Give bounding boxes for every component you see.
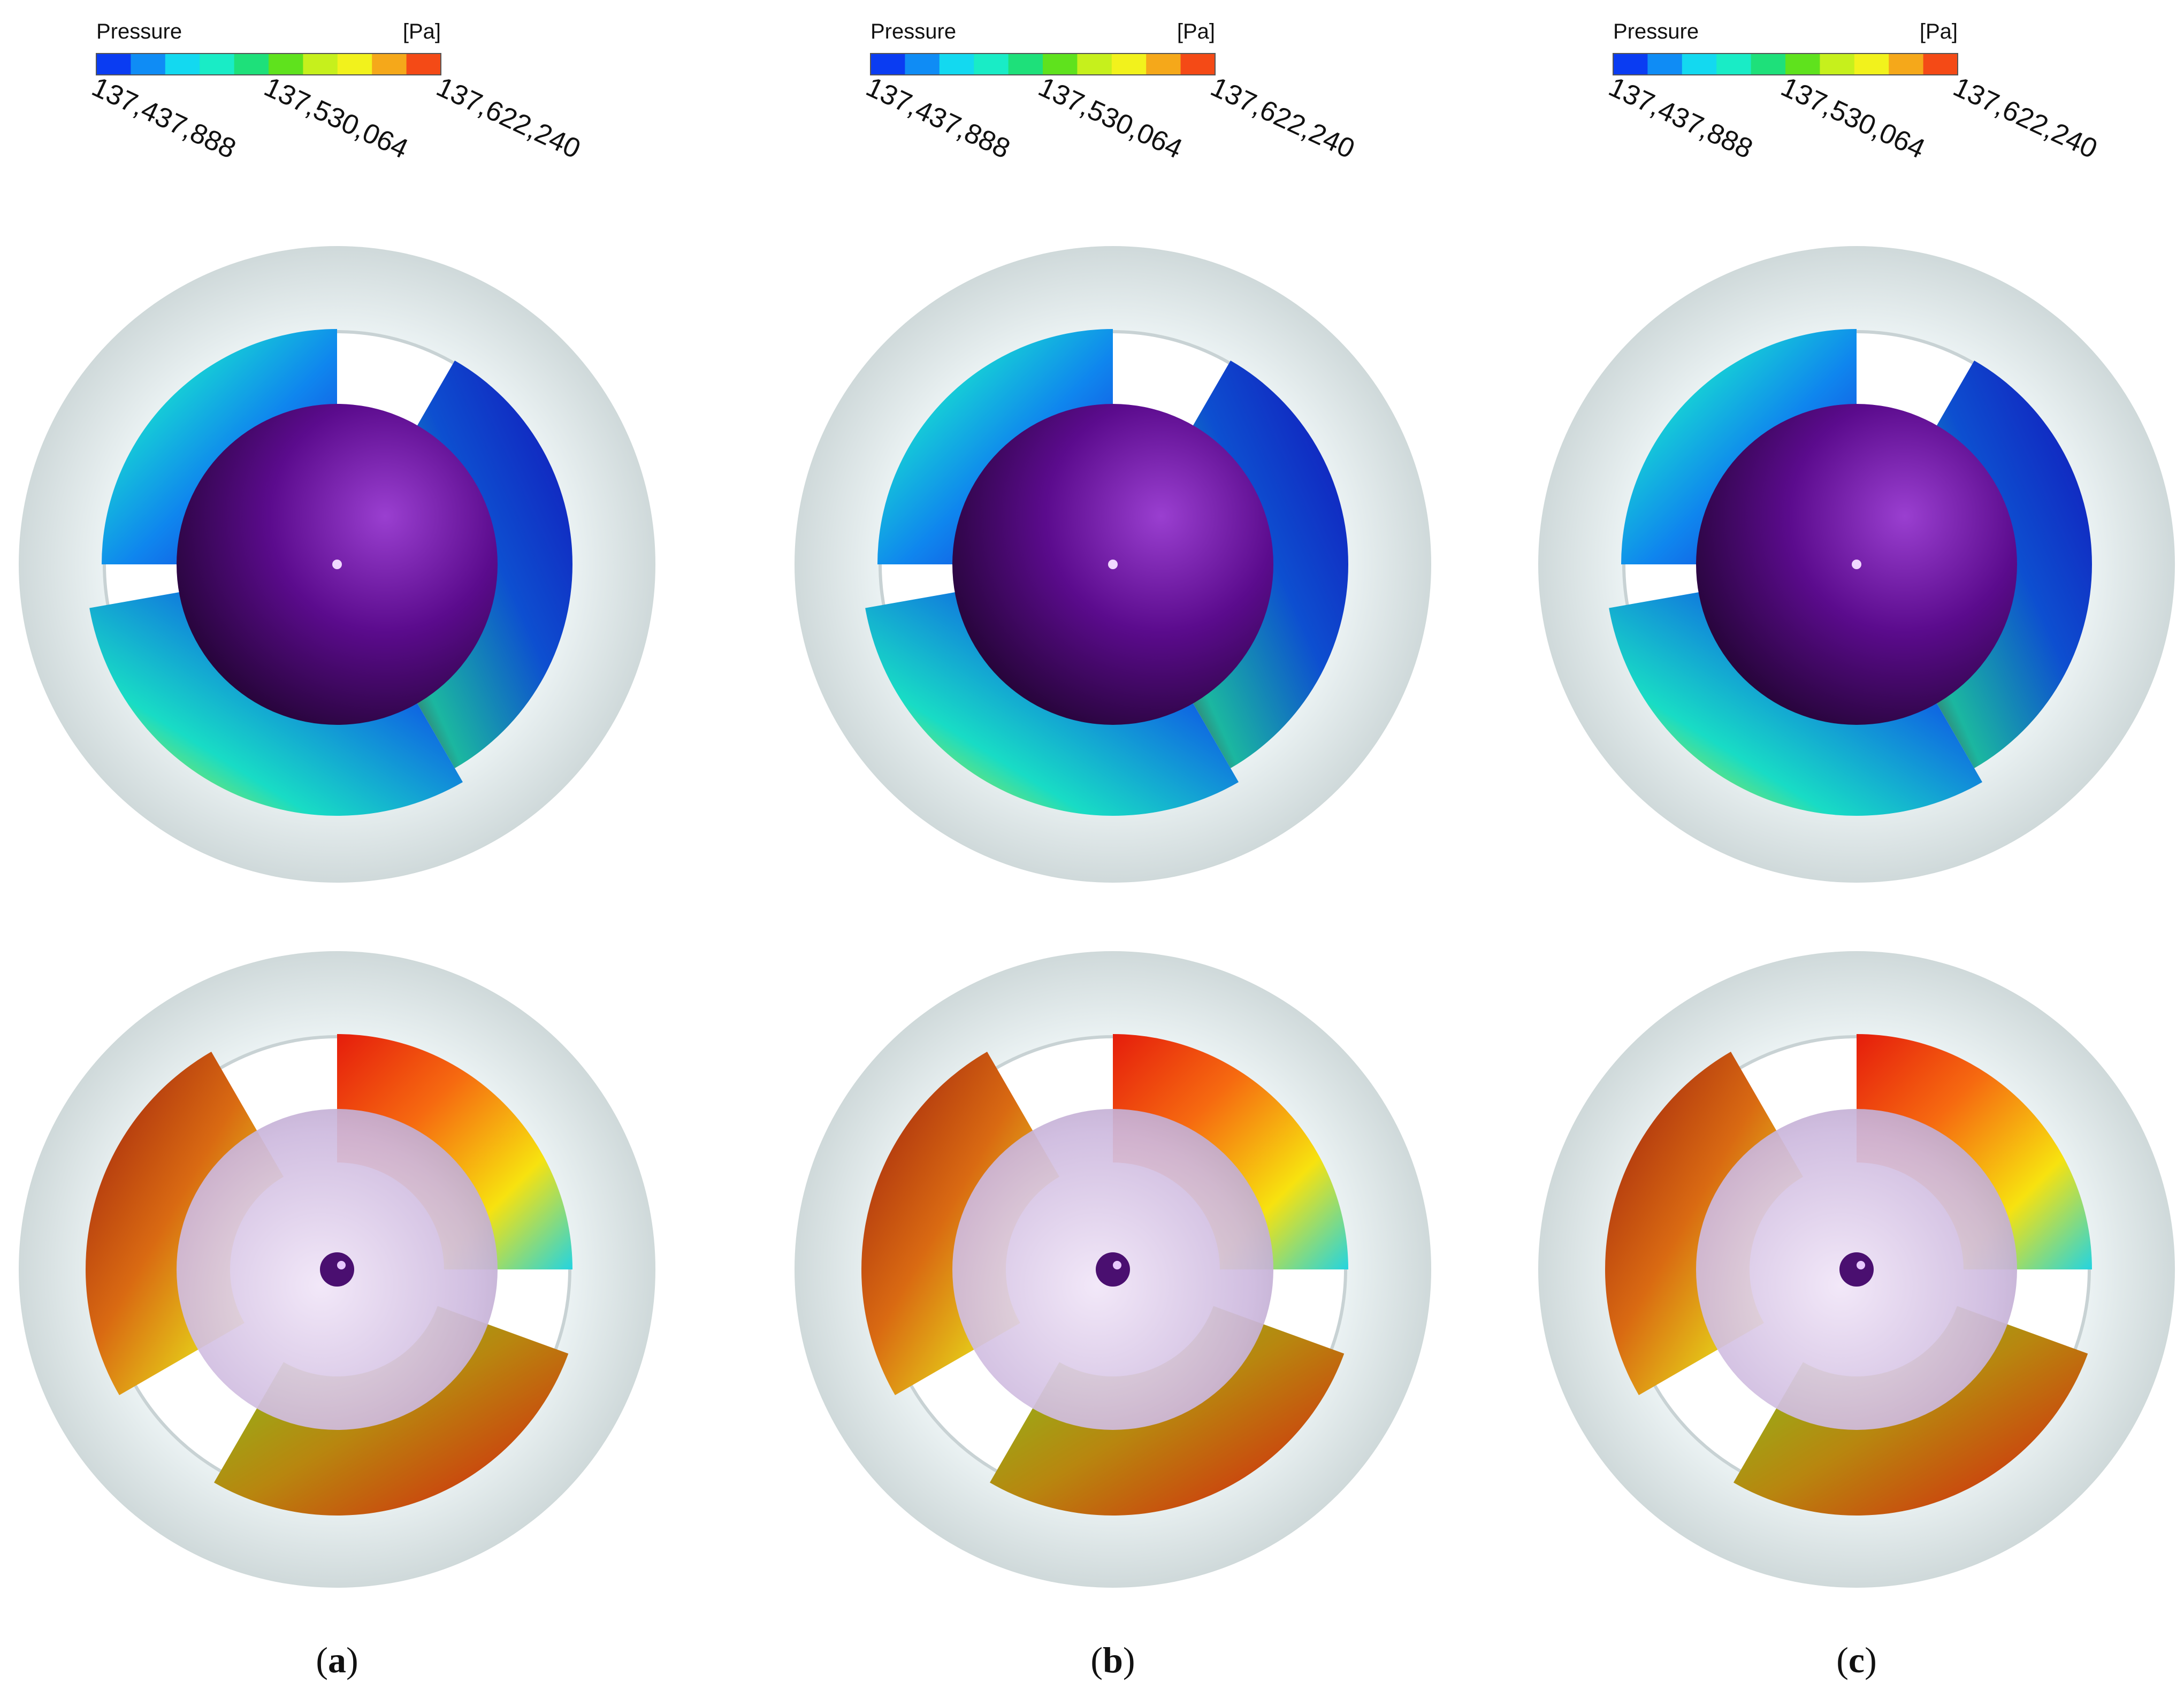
panel-label: (a) <box>316 1640 358 1680</box>
rotor-view-top <box>795 246 1431 883</box>
blade-pressure-contour <box>1113 1034 1348 1269</box>
rotor-view-bottom <box>19 951 655 1588</box>
legend-color-swatch <box>1647 53 1683 75</box>
hub-nose-highlight <box>337 1261 346 1269</box>
legend-tick-label: 137,622,240 <box>432 71 585 165</box>
legend-color-swatch <box>1785 53 1820 75</box>
legend-color-swatch <box>1146 53 1181 75</box>
legend-unit: [Pa] <box>403 20 441 43</box>
legend-color-swatch <box>200 53 235 75</box>
legend-color-swatch <box>1613 53 1648 75</box>
pressure-legend: Pressure [Pa] 137,437,888 137,530,064 137,62… <box>861 20 1360 165</box>
legend-color-swatch <box>1820 53 1855 75</box>
legend-unit: [Pa] <box>1177 20 1215 43</box>
legend-color-swatch <box>131 53 166 75</box>
legend-color-swatch <box>974 53 1009 75</box>
legend-color-swatch <box>870 53 905 75</box>
legend-frame <box>1613 53 1958 75</box>
rotor-view-bottom <box>1538 951 2175 1588</box>
legend-title: Pressure <box>870 20 956 43</box>
legend-title: Pressure <box>96 20 182 43</box>
rotor-view-top <box>1538 246 2175 883</box>
hub-tip <box>1852 560 1861 569</box>
legend-color-swatch <box>406 53 441 75</box>
legend-tick-label: 137,437,888 <box>1604 71 1758 165</box>
legend-tick-label: 137,622,240 <box>1949 71 2102 165</box>
hub-nose-highlight <box>1113 1261 1121 1269</box>
panel-label: (b) <box>1090 1640 1135 1680</box>
legend-color-swatch <box>905 53 940 75</box>
hub-nose <box>1839 1252 1874 1287</box>
legend-title: Pressure <box>1613 20 1699 43</box>
hub-nose-highlight <box>1857 1261 1865 1269</box>
legend-color-swatch <box>1180 53 1216 75</box>
blade-pressure-contour <box>1621 329 1857 564</box>
legend-color-swatch <box>303 53 338 75</box>
legend-color-swatch <box>1008 53 1043 75</box>
legend-color-swatch <box>1751 53 1786 75</box>
legend-color-swatch <box>337 53 372 75</box>
blade-pressure-contour <box>1857 1034 2092 1269</box>
legend-frame <box>870 53 1216 75</box>
blade-pressure-contour <box>102 329 337 564</box>
legend-tick-label: 137,530,064 <box>1034 71 1187 165</box>
legend-color-swatch <box>939 53 974 75</box>
rotor-view-top <box>19 246 655 883</box>
legend-color-swatch <box>1043 53 1078 75</box>
legend-color-swatch <box>1923 53 1958 75</box>
blade-pressure-contour <box>877 329 1113 564</box>
panel-label: (c) <box>1836 1640 1877 1680</box>
hub-nose <box>1096 1252 1130 1287</box>
legend-color-swatch <box>165 53 200 75</box>
pressure-legend: Pressure [Pa] 137,437,888 137,530,064 137,62… <box>1604 20 2102 165</box>
legend-tick-label: 137,530,064 <box>1776 71 1930 165</box>
legend-color-swatch <box>372 53 407 75</box>
legend-color-swatch <box>1716 53 1752 75</box>
legend-color-swatch <box>1682 53 1717 75</box>
pressure-legend: Pressure [Pa] 137,437,888 137,530,064 137,62… <box>87 20 585 165</box>
legend-color-swatch <box>1077 53 1112 75</box>
hub-tip <box>332 560 342 569</box>
hub-tip <box>1108 560 1118 569</box>
legend-color-swatch <box>96 53 131 75</box>
legend-color-swatch <box>1889 53 1924 75</box>
legend-color-swatch <box>1854 53 1889 75</box>
legend-frame <box>96 53 441 75</box>
legend-color-swatch <box>234 53 269 75</box>
blade-pressure-contour <box>337 1034 572 1269</box>
legend-unit: [Pa] <box>1920 20 1958 43</box>
legend-color-swatch <box>269 53 303 75</box>
legend-tick-label: 137,530,064 <box>259 71 413 165</box>
legend-tick-label: 137,437,888 <box>861 71 1015 165</box>
legend-color-swatch <box>1111 53 1147 75</box>
legend-tick-label: 137,622,240 <box>1206 71 1360 165</box>
legend-tick-label: 137,437,888 <box>87 71 241 165</box>
hub-nose <box>320 1252 354 1287</box>
rotor-view-bottom <box>795 951 1431 1588</box>
